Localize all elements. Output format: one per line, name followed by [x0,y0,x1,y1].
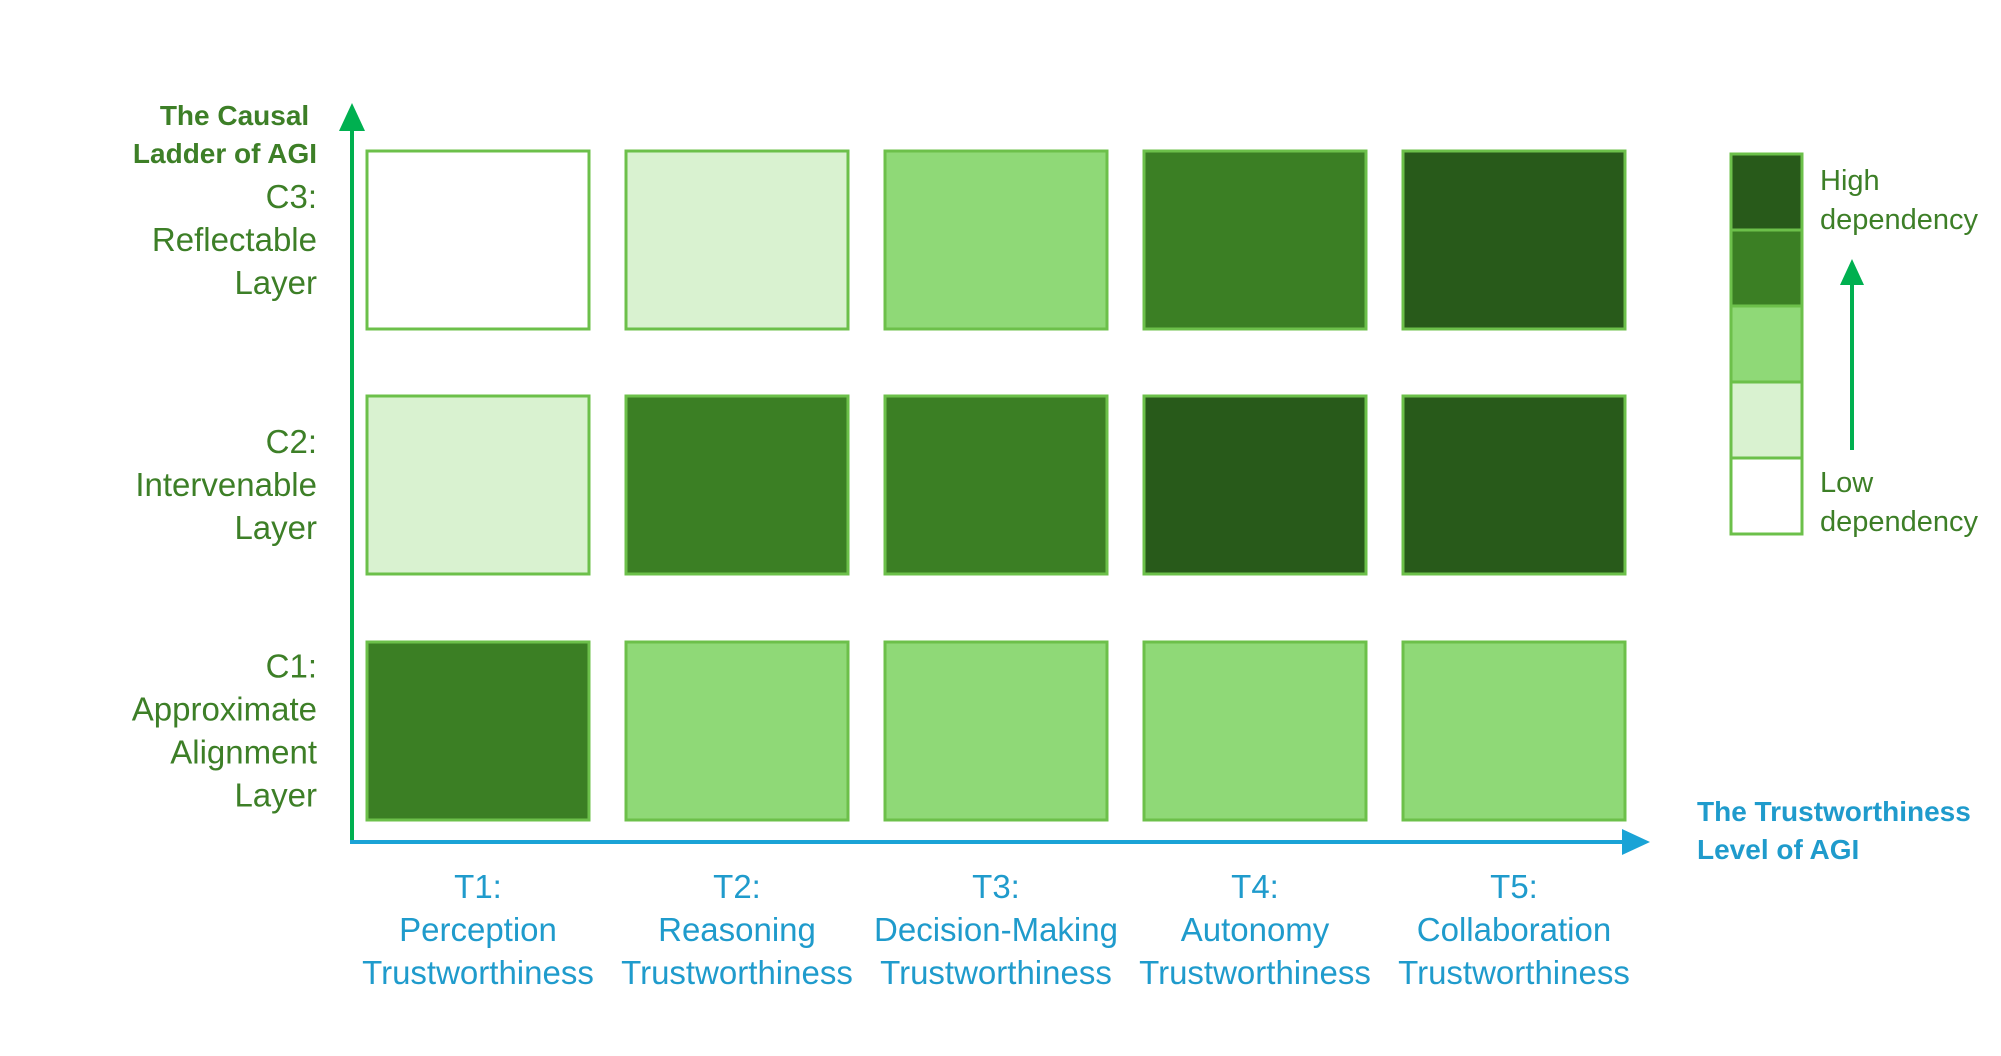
row-label-3-line-3: Alignment [170,734,317,771]
x-axis-title: The Trustworthiness Level of AGI [1697,796,1979,865]
column-label-4-line-3: Trustworthiness [1139,954,1371,991]
column-label-3-line-3: Trustworthiness [880,954,1112,991]
heatmap-cell-r2-c3 [883,394,1109,576]
column-label-1-line-2: Perception [399,911,557,948]
x-axis-title-line-1: The Trustworthiness [1697,796,1971,827]
heatmap-cell-r2-c4 [1142,394,1368,576]
column-label-5-line-1: T5: [1490,868,1538,905]
x-axis-title-line-2: Level of AGI [1697,834,1859,865]
heatmap-cell-r1-c3 [883,149,1109,331]
row-label-1-line-1: C3: [266,178,317,215]
heatmap-cells [365,149,1627,822]
row-label-1-line-2: Reflectable [152,221,317,258]
legend-swatch-level-4 [1729,152,1804,232]
legend-swatch-level-3 [1729,228,1804,308]
column-label-5-line-2: Collaboration [1417,911,1611,948]
row-label-3: C1: Approximate Alignment Layer [132,648,317,814]
x-axis-arrowhead [1622,829,1650,855]
legend-low-label: Low dependency [1820,467,1979,538]
heatmap-cell-r1-c4 [1142,149,1368,331]
column-label-4-line-2: Autonomy [1181,911,1330,948]
column-label-5: T5: Collaboration Trustworthiness [1398,868,1630,991]
x-axis [350,829,1650,855]
column-label-1: T1: Perception Trustworthiness [362,868,594,991]
row-label-3-line-2: Approximate [132,691,317,728]
heatmap-cell-r3-c2 [624,640,850,822]
column-label-3-line-1: T3: [972,868,1020,905]
y-axis-title-line-2: Ladder of AGI [133,138,317,169]
legend-high-label-line-1: High [1820,165,1880,197]
legend-low-label-line-1: Low [1820,467,1874,499]
y-axis [339,103,365,842]
column-label-3: T3: Decision-Making Trustworthiness [874,868,1118,991]
heatmap-cell-r1-c2 [624,149,850,331]
row-label-2-line-3: Layer [234,509,317,546]
row-label-2-line-1: C2: [266,423,317,460]
column-label-1-line-3: Trustworthiness [362,954,594,991]
legend-high-label: High dependency [1820,165,1979,236]
column-label-2-line-2: Reasoning [658,911,816,948]
column-label-4-line-1: T4: [1231,868,1279,905]
heatmap-cell-r3-c3 [883,640,1109,822]
heatmap-cell-r2-c1 [365,394,591,576]
row-label-1-line-3: Layer [234,264,317,301]
row-label-2: C2: Intervenable Layer [135,423,317,546]
legend-arrow-head [1840,259,1864,285]
y-axis-arrowhead [339,103,365,131]
row-label-1: C3: Reflectable Layer [152,178,317,301]
legend-low-label-line-2: dependency [1820,506,1979,538]
legend-swatch-level-1 [1729,380,1804,460]
heatmap-cell-r3-c4 [1142,640,1368,822]
heatmap-cell-r2-c5 [1401,394,1627,576]
column-label-2-line-3: Trustworthiness [621,954,853,991]
dependency-legend: High dependency Low dependency [1729,152,1979,538]
heatmap-cell-r3-c1 [365,640,591,822]
y-axis-title: The Causal Ladder of AGI [133,100,317,169]
column-label-1-line-1: T1: [454,868,502,905]
legend-swatches [1729,152,1804,536]
y-axis-title-line-1: The Causal [160,100,309,131]
column-label-2-line-1: T2: [713,868,761,905]
column-label-5-line-3: Trustworthiness [1398,954,1630,991]
legend-swatch-level-0 [1729,456,1804,536]
column-label-3-line-2: Decision-Making [874,911,1118,948]
heatmap-cell-r1-c5 [1401,149,1627,331]
column-labels: T1: Perception Trustworthiness T2: Reasoning… [362,868,1630,991]
legend-high-label-line-2: dependency [1820,204,1979,236]
column-label-2: T2: Reasoning Trustworthiness [621,868,853,991]
column-label-4: T4: Autonomy Trustworthiness [1139,868,1371,991]
row-label-2-line-2: Intervenable [135,466,317,503]
heatmap-cell-r2-c2 [624,394,850,576]
legend-swatch-level-2 [1729,304,1804,384]
row-label-3-line-4: Layer [234,777,317,814]
heatmap-cell-r1-c1 [365,149,591,331]
heatmap-cell-r3-c5 [1401,640,1627,822]
row-label-3-line-1: C1: [266,648,317,685]
